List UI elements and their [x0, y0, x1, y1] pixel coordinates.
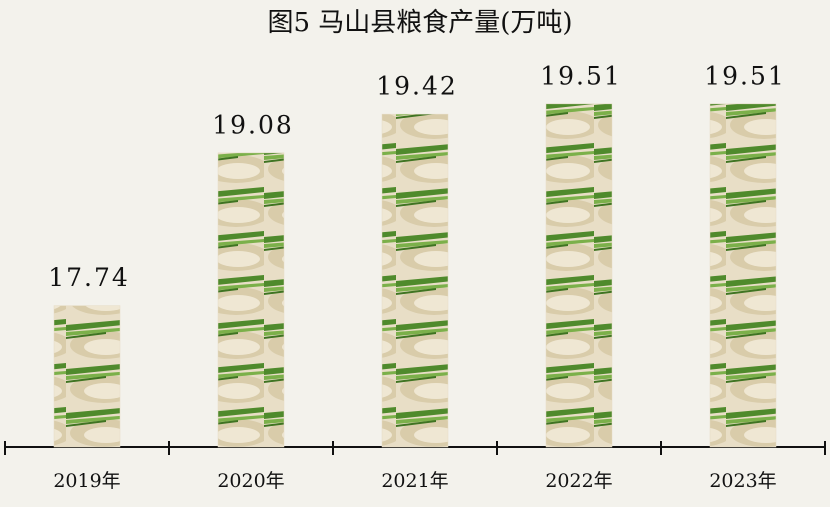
bar	[709, 103, 777, 448]
bar	[217, 152, 285, 448]
value-label: 19.08	[212, 110, 294, 139]
value-label: 17.74	[48, 263, 130, 292]
x-tick-label: 2023年	[709, 470, 776, 492]
value-label: 19.42	[376, 72, 458, 101]
chart-title: 图5 马山县粮食产量(万吨)	[267, 8, 572, 38]
x-tick-label: 2021年	[381, 470, 448, 492]
x-tick-label: 2022年	[545, 470, 612, 492]
bar	[381, 113, 449, 448]
value-label: 19.51	[704, 61, 786, 90]
x-tick-label: 2020年	[217, 470, 284, 492]
bar	[545, 103, 613, 448]
value-label: 19.51	[540, 61, 622, 90]
x-tick-label: 2019年	[53, 470, 120, 492]
bar	[53, 305, 121, 448]
